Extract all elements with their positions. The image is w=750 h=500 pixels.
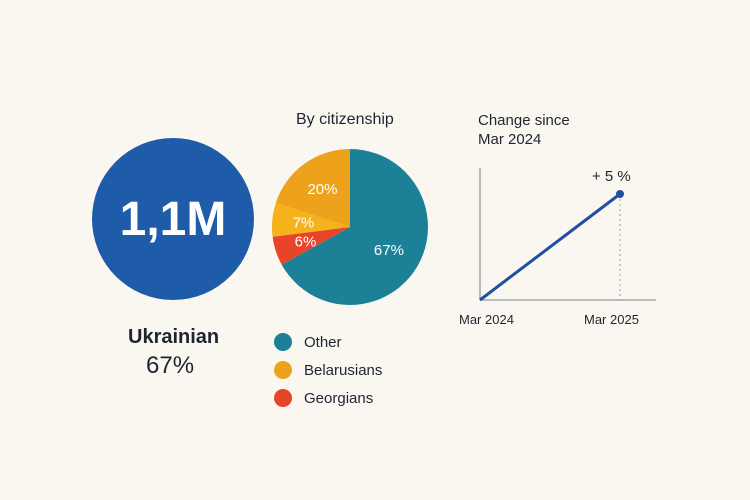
change-line-chart [479,168,656,302]
legend-item-georgians: Georgians [274,384,382,412]
legend-label-belarusians: Belarusians [304,361,383,379]
legend-swatch-other [274,333,292,351]
ukrainian-share: 67% [146,352,195,379]
total-circle: 1,1M [92,138,254,300]
ukrainian-label: Ukrainian [128,326,220,348]
pie-slice-label-2: 7% [293,215,315,232]
pie-legend: Other Belarusians Georgians [274,328,382,412]
pie-slice-3 [275,149,350,227]
pie-slice-1 [272,227,350,265]
legend-swatch-georgians [274,389,292,407]
change-title-line1: Change since [478,112,570,129]
end-point [616,190,624,198]
legend-item-belarusians: Belarusians [274,356,382,384]
series-line [479,192,621,302]
pie-slice-0 [281,149,428,305]
citizenship-pie-chart: 67% 6%7% 20% [272,149,428,305]
pie-slice-label-1: 6% [295,233,317,250]
pie-slice-2 [272,202,350,237]
total-value: 1,1M [119,192,227,246]
pie-slice-label-0: 67% [374,242,404,259]
legend-swatch-belarusians [274,361,292,379]
pie-slice-label-3: 20% [307,181,337,198]
change-title-line2: Mar 2024 [478,131,542,148]
pie-title: By citizenship [296,111,394,128]
legend-label-georgians: Georgians [304,389,374,407]
x-tick-start: Mar 2024 [459,312,514,327]
change-annotation: + 5 % [592,168,631,185]
x-tick-end: Mar 2025 [584,312,639,327]
change-title: Change since Mar 2024 [478,111,570,149]
legend-item-other: Other [274,328,382,356]
legend-label-other: Other [304,333,342,351]
